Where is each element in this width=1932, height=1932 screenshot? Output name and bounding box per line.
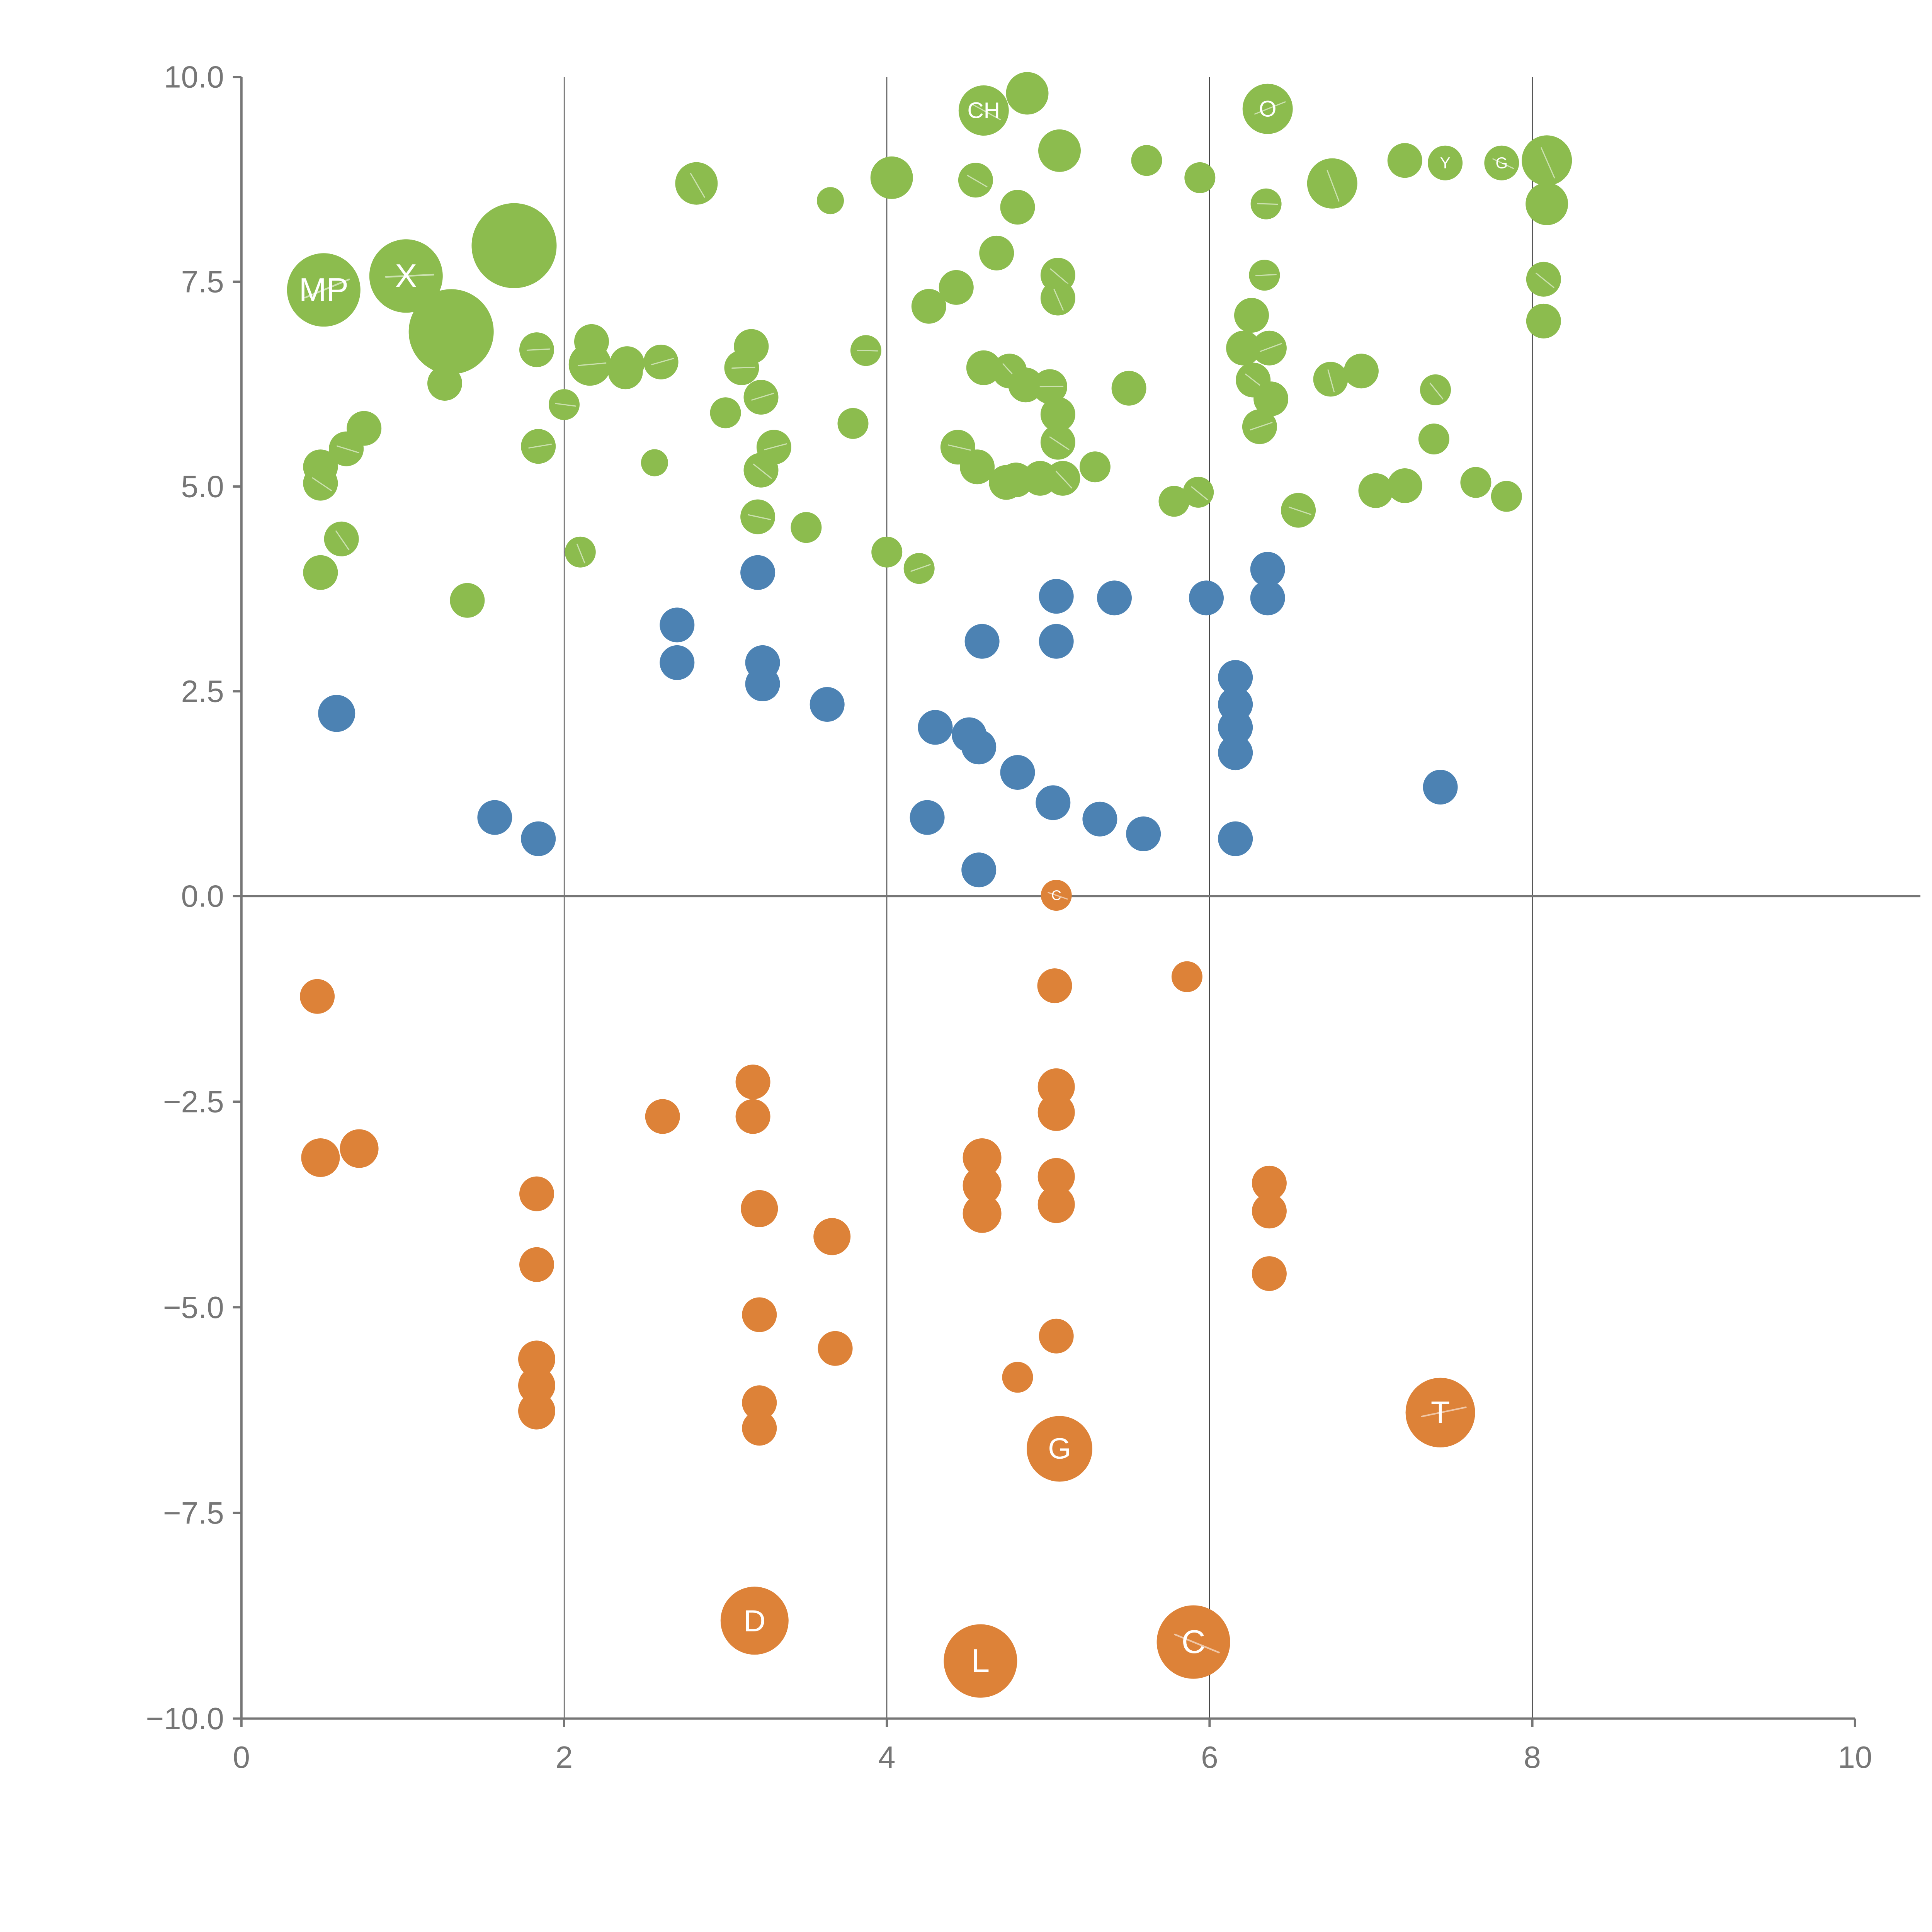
svg-text:−2.5: −2.5	[163, 1085, 224, 1119]
svg-text:2: 2	[556, 1740, 573, 1774]
svg-text:0.0: 0.0	[181, 879, 224, 913]
svg-text:−10.0: −10.0	[146, 1701, 224, 1736]
svg-text:5.0: 5.0	[181, 469, 224, 504]
svg-text:MP: MP	[299, 272, 349, 308]
svg-text:4: 4	[878, 1740, 896, 1774]
svg-text:CH: CH	[968, 98, 1000, 123]
svg-text:D: D	[743, 1604, 765, 1638]
svg-text:−7.5: −7.5	[163, 1496, 224, 1530]
svg-text:T: T	[1431, 1395, 1450, 1430]
svg-text:0: 0	[233, 1740, 250, 1774]
svg-text:8: 8	[1524, 1740, 1541, 1774]
svg-text:X: X	[395, 258, 417, 294]
svg-text:2.5: 2.5	[181, 674, 224, 709]
svg-text:Y: Y	[1440, 154, 1451, 172]
svg-text:10.0: 10.0	[164, 60, 224, 94]
svg-text:C: C	[1182, 1624, 1206, 1660]
svg-text:G: G	[1496, 154, 1508, 172]
svg-text:10: 10	[1838, 1740, 1872, 1774]
svg-text:C: C	[1051, 888, 1061, 903]
svg-text:O: O	[1259, 96, 1277, 121]
svg-text:6: 6	[1201, 1740, 1218, 1774]
svg-text:G: G	[1048, 1432, 1071, 1465]
svg-text:7.5: 7.5	[181, 265, 224, 299]
svg-text:−5.0: −5.0	[163, 1290, 224, 1325]
svg-text:L: L	[971, 1643, 990, 1679]
